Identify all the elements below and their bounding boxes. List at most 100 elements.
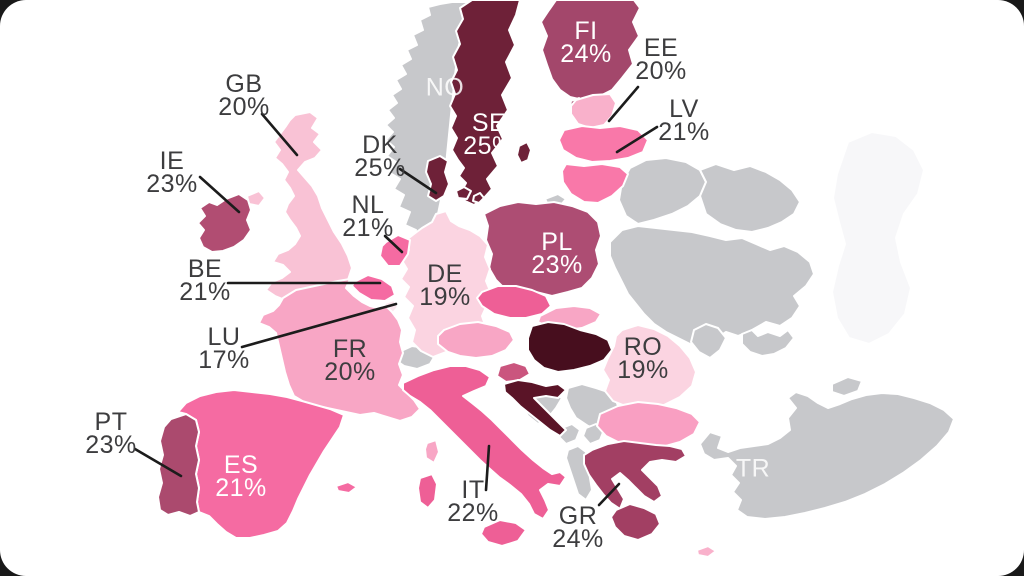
leader-line-it — [484, 444, 491, 492]
label-nl: NL 21% — [342, 191, 394, 242]
leader-line-ie — [198, 175, 241, 214]
label-gb: GB 20% — [218, 70, 270, 121]
label-fr-pct: 20% — [324, 358, 376, 386]
label-be-pct: 21% — [179, 278, 231, 306]
label-it-code: IT — [461, 476, 485, 504]
label-dk-code: DK — [362, 131, 398, 159]
label-nl-code: NL — [351, 191, 385, 219]
label-gb-pct: 20% — [218, 93, 270, 121]
country-turkey-european — [831, 376, 863, 397]
country-great-britain — [265, 111, 353, 309]
label-ee-code: EE — [643, 34, 679, 62]
label-ro: RO 19% — [617, 333, 669, 384]
country-latvia — [558, 125, 649, 163]
label-dk-pct: 25% — [354, 154, 406, 182]
label-fi: FI 24% — [560, 17, 612, 68]
label-nl-pct: 21% — [342, 214, 394, 242]
country-sardinia — [417, 473, 438, 509]
label-tr-code: TR — [735, 454, 771, 483]
country-west-russia — [699, 163, 801, 233]
label-lu-code: LU — [207, 323, 241, 351]
label-se: SE 25% — [463, 109, 515, 160]
leader-line-ee — [607, 85, 640, 123]
country-sicily — [480, 519, 527, 547]
leader-line-dk — [398, 167, 438, 195]
label-no: NO — [425, 73, 465, 102]
country-croatia — [503, 379, 567, 437]
country-belarus — [618, 157, 707, 225]
label-pl-pct: 23% — [531, 251, 583, 279]
label-fr-code: FR — [332, 335, 368, 363]
label-tr: TR — [735, 454, 771, 483]
label-pt: PT 23% — [85, 408, 137, 459]
country-france — [258, 278, 421, 422]
label-es-code: ES — [223, 451, 259, 479]
country-greece — [583, 440, 687, 510]
label-se-code: SE — [471, 109, 507, 137]
country-corsica — [424, 439, 440, 464]
label-gr: GR 24% — [552, 502, 604, 553]
country-turkey — [699, 391, 955, 520]
label-lu: LU 17% — [198, 323, 250, 374]
country-bulgaria — [596, 401, 701, 449]
country-peloponnese — [610, 503, 661, 541]
label-ro-code: RO — [623, 333, 663, 361]
label-es-pct: 21% — [215, 474, 267, 502]
label-ie: IE 23% — [146, 147, 198, 198]
label-ee: EE 20% — [635, 34, 687, 85]
leader-line-lu — [240, 302, 398, 349]
label-gb-code: GB — [225, 70, 263, 98]
country-sweden — [449, 0, 521, 206]
label-fi-pct: 24% — [560, 40, 612, 68]
label-lu-pct: 17% — [198, 346, 250, 374]
label-ee-pct: 20% — [635, 57, 687, 85]
label-be-code: BE — [187, 255, 223, 283]
label-be: BE 21% — [179, 255, 231, 306]
country-lithuania — [561, 163, 629, 204]
label-it-pct: 22% — [447, 499, 499, 527]
country-bornholm — [472, 192, 485, 204]
label-ie-code: IE — [159, 147, 185, 175]
country-denmark — [425, 155, 450, 202]
country-moldova — [690, 323, 727, 359]
country-slovenia — [496, 361, 531, 383]
country-portugal — [157, 413, 200, 517]
label-lv-pct: 21% — [658, 118, 710, 146]
label-pt-code: PT — [94, 408, 128, 436]
leader-line-gr — [597, 482, 621, 507]
country-crimea — [741, 329, 795, 357]
label-se-pct: 25% — [463, 132, 515, 160]
country-ukraine — [609, 225, 815, 349]
label-ie-pct: 23% — [146, 170, 198, 198]
label-es: ES 21% — [215, 451, 267, 502]
country-italy — [402, 365, 567, 520]
country-hungary — [527, 321, 613, 373]
label-pl-code: PL — [541, 228, 573, 256]
country-estonia — [570, 93, 617, 129]
leader-line-lv — [615, 125, 659, 154]
label-pt-pct: 23% — [85, 431, 137, 459]
label-gr-pct: 24% — [552, 525, 604, 553]
country-gotland — [516, 141, 532, 164]
label-de-code: DE — [427, 260, 463, 288]
label-dk: DK 25% — [354, 131, 406, 182]
label-fi-code: FI — [574, 17, 598, 45]
label-lv: LV 21% — [658, 95, 710, 146]
label-de-pct: 19% — [419, 283, 471, 311]
leader-line-gb — [260, 112, 299, 157]
leader-line-pt — [133, 447, 183, 478]
label-de: DE 19% — [419, 260, 471, 311]
country-russia-faint — [831, 131, 925, 345]
country-ireland — [197, 193, 252, 253]
label-gr-code: GR — [558, 502, 598, 530]
country-netherlands — [379, 234, 411, 267]
label-it: IT 22% — [447, 476, 499, 527]
label-ro-pct: 19% — [617, 356, 669, 384]
country-crete — [696, 545, 717, 558]
label-lv-code: LV — [669, 95, 699, 123]
leader-line-nl — [383, 234, 404, 254]
country-austria — [437, 321, 515, 359]
label-no-code: NO — [425, 73, 465, 102]
